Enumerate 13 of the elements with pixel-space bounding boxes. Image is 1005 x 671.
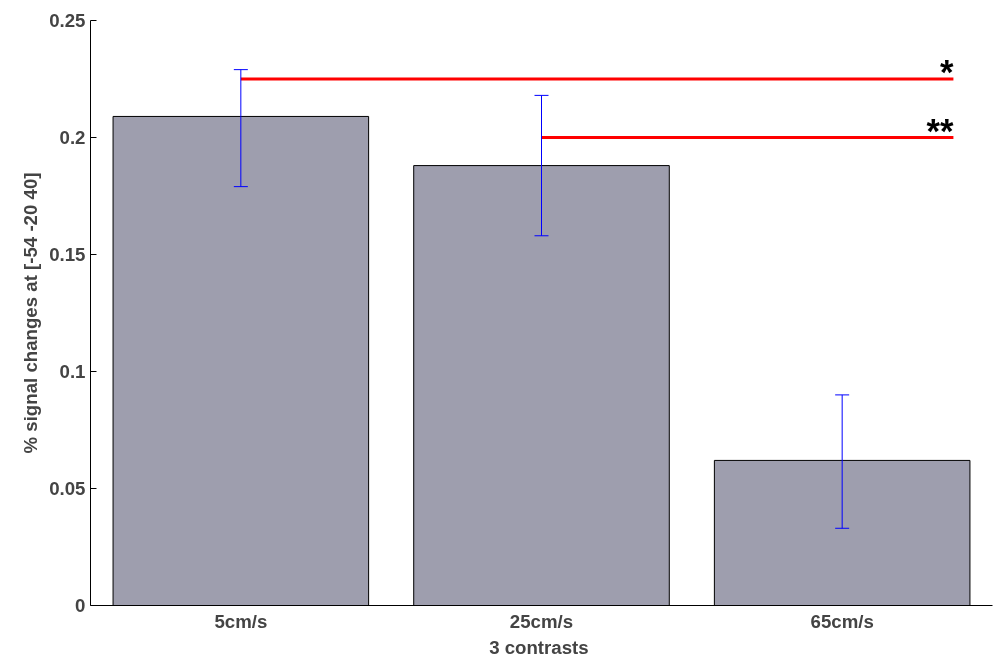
x-tick-label: 25cm/s (509, 610, 574, 632)
y-tick-label: 0.2 (59, 127, 86, 148)
y-tick-label: 0.15 (49, 244, 86, 265)
y-axis-title: % signal changes at [-54 -20 40] (20, 172, 42, 454)
y-tick-label: 0.1 (59, 361, 86, 382)
annotation: ** (926, 111, 954, 150)
x-tick-label: 65cm/s (810, 610, 874, 632)
x-tick-label: 5cm/s (214, 610, 268, 632)
y-tick-label: 0.05 (49, 478, 86, 499)
annotation: * (939, 53, 954, 91)
x-axis-title: 3 contrasts (489, 636, 589, 658)
y-tick-label: 0.25 (49, 10, 86, 31)
y-tick-label: 0 (75, 595, 86, 616)
